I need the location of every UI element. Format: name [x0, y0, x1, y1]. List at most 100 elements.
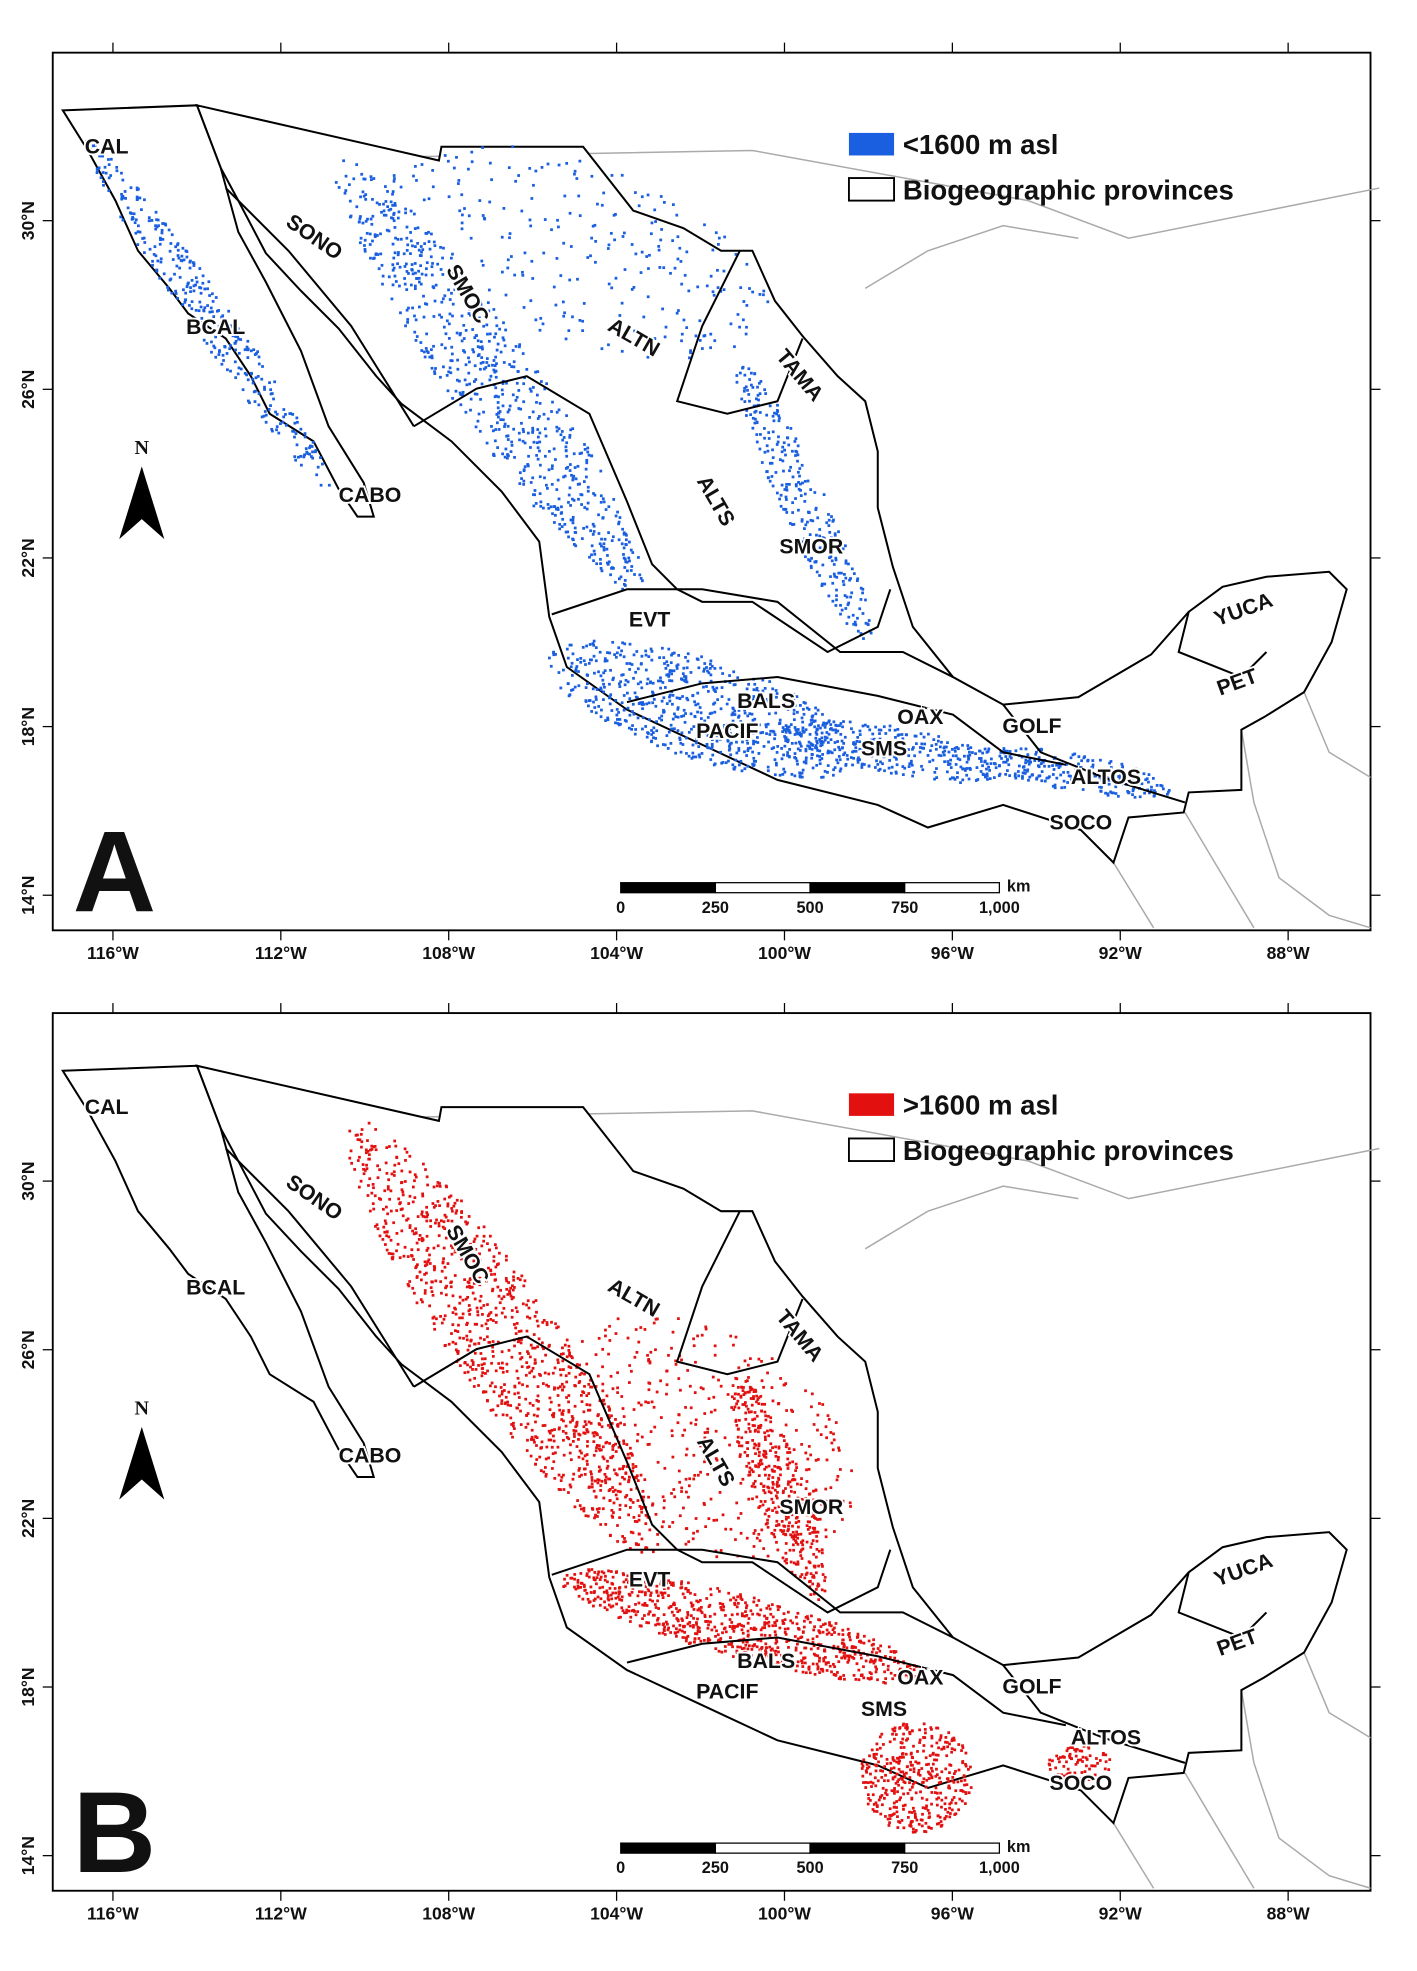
elevation-pixel: [809, 723, 813, 726]
elevation-pixel: [804, 555, 807, 559]
elevation-pixel: [391, 190, 395, 193]
elevation-pixel: [868, 1677, 872, 1681]
elevation-pixel: [601, 516, 605, 519]
elevation-pixel: [497, 1294, 501, 1298]
elevation-pixel: [184, 291, 188, 295]
elevation-pixel: [392, 219, 396, 223]
elevation-pixel: [740, 1614, 744, 1618]
elevation-pixel: [893, 728, 897, 732]
elevation-pixel: [462, 290, 465, 294]
elevation-pixel: [693, 1391, 697, 1394]
elevation-pixel: [525, 1329, 529, 1333]
elevation-pixel: [433, 1327, 437, 1331]
elevation-pixel: [522, 482, 526, 486]
elevation-pixel: [901, 737, 905, 741]
elevation-pixel: [633, 573, 636, 576]
elevation-pixel: [519, 1329, 523, 1333]
elevation-pixel: [797, 487, 801, 491]
elevation-pixel: [641, 1489, 645, 1493]
elevation-pixel: [559, 1488, 562, 1492]
elevation-pixel: [837, 1446, 841, 1450]
elevation-pixel: [672, 651, 676, 655]
elevation-pixel: [777, 1445, 781, 1449]
elevation-pixel: [543, 387, 547, 391]
elevation-pixel: [856, 629, 860, 633]
elevation-pixel: [565, 161, 569, 165]
elevation-pixel: [565, 414, 568, 418]
elevation-pixel: [459, 332, 462, 335]
elevation-pixel: [465, 1285, 469, 1289]
elevation-pixel: [696, 1334, 699, 1338]
elevation-pixel: [158, 242, 162, 246]
elevation-pixel: [663, 1625, 666, 1629]
elevation-pixel: [477, 353, 481, 356]
elevation-pixel: [257, 403, 261, 407]
elevation-pixel: [566, 465, 570, 469]
elevation-pixel: [786, 697, 790, 701]
elevation-pixel: [431, 1316, 435, 1320]
elevation-pixel: [496, 1340, 500, 1344]
elevation-pixel: [1062, 770, 1065, 774]
elevation-pixel: [792, 1448, 796, 1452]
elevation-pixel: [799, 1483, 803, 1487]
elevation-pixel: [831, 1448, 835, 1452]
elevation-pixel: [965, 773, 969, 777]
elevation-pixel: [752, 763, 756, 767]
elevation-pixel: [371, 1182, 375, 1186]
elevation-pixel: [596, 1478, 600, 1482]
elevation-pixel: [830, 1500, 834, 1504]
elevation-pixel: [597, 1469, 601, 1473]
elevation-pixel: [878, 1658, 882, 1662]
elevation-pixel: [536, 435, 540, 439]
elevation-pixel: [808, 1580, 811, 1584]
elevation-pixel: [394, 236, 397, 240]
elevation-pixel: [772, 746, 776, 750]
elevation-pixel: [511, 1435, 514, 1439]
elevation-pixel: [810, 715, 814, 719]
elevation-pixel: [531, 386, 535, 389]
elevation-pixel: [803, 537, 807, 541]
elevation-pixel: [371, 239, 374, 243]
elevation-pixel: [966, 744, 970, 747]
elevation-pixel: [800, 1443, 804, 1446]
elevation-pixel: [424, 231, 428, 235]
elevation-pixel: [812, 1644, 816, 1648]
elevation-pixel: [531, 1346, 535, 1350]
elevation-pixel: [631, 724, 634, 727]
elevation-pixel: [751, 1470, 755, 1474]
elevation-pixel: [987, 747, 991, 751]
elevation-pixel: [95, 171, 99, 175]
elevation-pixel: [1147, 780, 1150, 784]
elevation-pixel: [883, 752, 886, 755]
elevation-pixel: [607, 560, 611, 564]
elevation-pixel: [804, 523, 808, 527]
elevation-pixel: [384, 1161, 388, 1165]
elevation-pixel: [468, 360, 471, 364]
elevation-pixel: [617, 682, 621, 686]
elevation-pixel: [727, 698, 731, 701]
elevation-pixel: [836, 761, 840, 765]
elevation-pixel: [809, 1545, 813, 1549]
elevation-pixel: [484, 366, 488, 369]
elevation-pixel: [469, 236, 473, 240]
elevation-pixel: [552, 1415, 555, 1419]
elevation-pixel: [502, 338, 506, 342]
elevation-pixel: [786, 436, 790, 440]
elevation-pixel: [994, 766, 998, 770]
elevation-pixel: [412, 1232, 416, 1236]
elevation-pixel: [404, 324, 407, 328]
elevation-pixel: [711, 1375, 715, 1379]
elevation-pixel: [830, 515, 833, 518]
elevation-pixel: [748, 399, 751, 403]
elevation-pixel: [519, 1357, 522, 1361]
elevation-pixel: [687, 289, 691, 293]
elevation-pixel: [245, 345, 249, 349]
elevation-pixel: [837, 755, 841, 758]
elevation-pixel: [174, 245, 178, 249]
elevation-pixel: [236, 335, 240, 339]
elevation-pixel: [767, 1490, 771, 1494]
elevation-pixel: [395, 1156, 399, 1160]
elevation-pixel: [789, 1657, 793, 1660]
elevation-pixel: [95, 167, 99, 171]
elevation-pixel: [509, 450, 513, 454]
